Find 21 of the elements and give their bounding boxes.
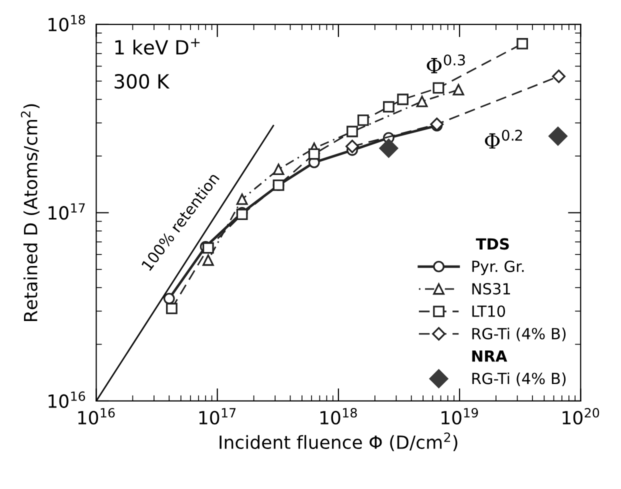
annotation: NRA bbox=[472, 350, 508, 362]
annotation: Φ$^{0.2}$ bbox=[484, 130, 522, 149]
legend-label: Pyr. Gr. bbox=[472, 260, 524, 276]
legend-label: LT10 bbox=[472, 305, 506, 317]
annotation: Φ$^{0.3}$ bbox=[426, 54, 465, 74]
x-tick-label: 10$^{19}$ bbox=[442, 408, 478, 425]
legend-label: RG-Ti (4% B) bbox=[472, 328, 566, 342]
x-axis-title: Incident fluence Φ (D/cm$^{2}$) bbox=[220, 432, 458, 452]
y-tick-label: 10$^{16}$ bbox=[48, 391, 86, 408]
legend-label: RG-Ti (4% B) bbox=[472, 372, 566, 386]
y-tick-label: 10$^{17}$ bbox=[48, 203, 85, 220]
legend-title: TDS bbox=[476, 238, 509, 250]
legend-label: NS31 bbox=[472, 283, 510, 295]
x-tick-label: 10$^{20}$ bbox=[562, 408, 600, 425]
annotation: 300 K bbox=[114, 74, 170, 89]
x-tick-label: 10$^{17}$ bbox=[199, 408, 236, 425]
x-tick-label: 10$^{16}$ bbox=[78, 408, 115, 425]
y-axis-title: Retained D (Atoms/cm$^{2}$) bbox=[20, 104, 40, 321]
annotation: 1 keV D$^{+}$ bbox=[115, 38, 200, 55]
x-tick-label: 10$^{18}$ bbox=[320, 408, 357, 425]
y-tick-label: 10$^{18}$ bbox=[48, 14, 85, 32]
